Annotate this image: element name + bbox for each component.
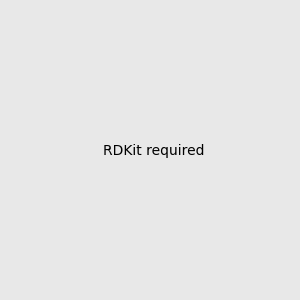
Text: RDKit required: RDKit required [103,145,205,158]
